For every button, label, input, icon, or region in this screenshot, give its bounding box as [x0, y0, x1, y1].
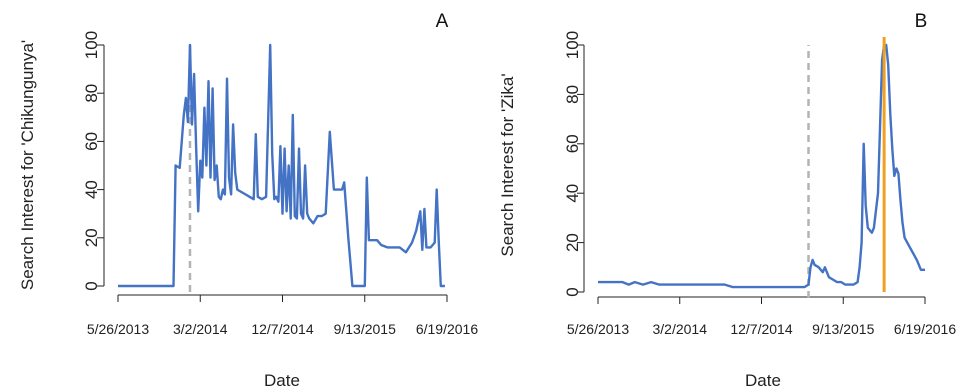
y-tick-label: 40 — [563, 184, 582, 203]
y-tick-label: 60 — [563, 134, 582, 153]
y-axis-title-b: Search Interest for 'Zika' — [498, 73, 517, 256]
x-tick-labels-b: 5/26/2013 3/2/2014 12/7/2014 9/13/2015 6… — [567, 321, 956, 337]
panel-b-zika: B Search Interest for 'Zika' Date 5/26/2… — [498, 11, 956, 389]
x-tick-label: 5/26/2013 — [87, 321, 149, 337]
x-tick-label: 9/13/2015 — [812, 321, 874, 337]
x-tick-label: 6/19/2016 — [894, 321, 956, 337]
y-tick-labels-a: 0 20 40 60 80 100 — [82, 31, 101, 291]
y-tick-label: 20 — [82, 228, 101, 247]
x-axis-title-b: Date — [745, 371, 781, 389]
y-tick-label: 100 — [82, 31, 101, 59]
y-tick-label: 80 — [563, 85, 582, 104]
x-tick-labels-a: 5/26/2013 3/2/2014 12/7/2014 9/13/2015 6… — [87, 321, 478, 337]
y-tick-label: 100 — [563, 31, 582, 59]
search-interest-line — [118, 43, 445, 288]
y-tick-label: 80 — [82, 84, 101, 103]
x-tick-label: 3/2/2014 — [173, 321, 228, 337]
panel-label-b: B — [915, 11, 928, 32]
x-tick-label: 6/19/2016 — [416, 321, 478, 337]
y-axis-title-a: Search Interest for 'Chikungunya' — [18, 40, 37, 290]
x-tick-label: 12/7/2014 — [251, 321, 313, 337]
search-interest-line — [598, 43, 925, 289]
panel-a-chikungunya: A Search Interest for 'Chikungunya' Date… — [18, 11, 478, 389]
y-tick-label: 0 — [82, 281, 101, 290]
y-tick-label: 40 — [82, 180, 101, 199]
y-tick-label: 60 — [82, 132, 101, 151]
y-tick-labels-b: 0 20 40 60 80 100 — [563, 31, 582, 297]
x-tick-label: 9/13/2015 — [334, 321, 396, 337]
x-tick-label: 5/26/2013 — [567, 321, 629, 337]
x-tick-label: 3/2/2014 — [653, 321, 708, 337]
y-tick-label: 20 — [563, 233, 582, 252]
x-tick-label: 12/7/2014 — [730, 321, 792, 337]
panel-label-a: A — [436, 11, 449, 32]
x-axis-title-a: Date — [264, 371, 300, 389]
y-tick-label: 0 — [563, 287, 582, 296]
